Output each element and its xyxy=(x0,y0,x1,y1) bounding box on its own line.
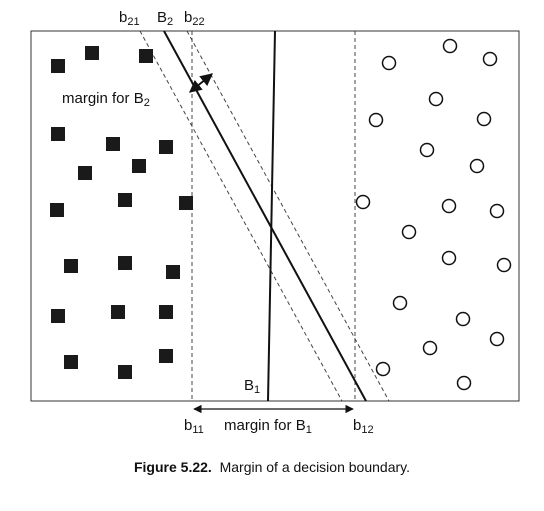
circle-point xyxy=(441,250,457,266)
square-point xyxy=(132,159,146,173)
circle-point xyxy=(441,198,457,214)
square-point xyxy=(118,365,132,379)
square-point xyxy=(159,349,173,363)
B2-label: B2 xyxy=(157,9,173,28)
margin-b2-label: margin for B2 xyxy=(62,90,150,109)
square-point xyxy=(111,305,125,319)
square-point xyxy=(166,265,180,279)
circle-point xyxy=(428,91,444,107)
square-point xyxy=(50,203,64,217)
circle-point xyxy=(422,340,438,356)
B1-label: B1 xyxy=(244,377,260,396)
circle-point xyxy=(355,194,371,210)
circle-point xyxy=(455,311,471,327)
square-point xyxy=(118,256,132,270)
square-class-points xyxy=(50,46,193,379)
square-point xyxy=(179,196,193,210)
circle-point xyxy=(489,331,505,347)
square-point xyxy=(64,259,78,273)
b2-boundary-line xyxy=(163,30,367,402)
square-point xyxy=(64,355,78,369)
circle-point xyxy=(442,38,458,54)
square-point xyxy=(106,137,120,151)
b21-label: b21 xyxy=(119,9,140,28)
b12-label: b12 xyxy=(353,417,374,436)
circle-point xyxy=(392,295,408,311)
plot-frame xyxy=(30,30,520,402)
square-point xyxy=(51,127,65,141)
circle-point xyxy=(496,257,512,273)
figure-caption: Figure 5.22. Margin of a decision bounda… xyxy=(0,459,544,475)
circle-point xyxy=(476,111,492,127)
figure-caption-text: Margin of a decision boundary. xyxy=(219,459,410,475)
b21-margin-line xyxy=(139,30,343,402)
square-point xyxy=(159,140,173,154)
margin-b1-label: margin for B1 xyxy=(224,417,312,436)
figure-number: Figure 5.22. xyxy=(133,459,212,475)
circle-point xyxy=(381,55,397,71)
b11-label: b11 xyxy=(184,417,204,436)
b22-label: b22 xyxy=(184,9,205,28)
square-point xyxy=(118,193,132,207)
square-point xyxy=(85,46,99,60)
square-point xyxy=(51,59,65,73)
circle-point xyxy=(375,361,391,377)
square-point xyxy=(159,305,173,319)
circle-point xyxy=(482,51,498,67)
circle-class-points xyxy=(355,38,512,391)
circle-point xyxy=(368,112,384,128)
square-point xyxy=(78,166,92,180)
circle-point xyxy=(456,375,472,391)
margin-b2-arrow xyxy=(189,73,213,93)
circle-point xyxy=(401,224,417,240)
circle-point xyxy=(419,142,435,158)
circle-point xyxy=(489,203,505,219)
b22-margin-line xyxy=(186,30,390,402)
square-point xyxy=(139,49,153,63)
circle-point xyxy=(469,158,485,174)
square-point xyxy=(51,309,65,323)
b1-boundary-line xyxy=(267,30,276,402)
